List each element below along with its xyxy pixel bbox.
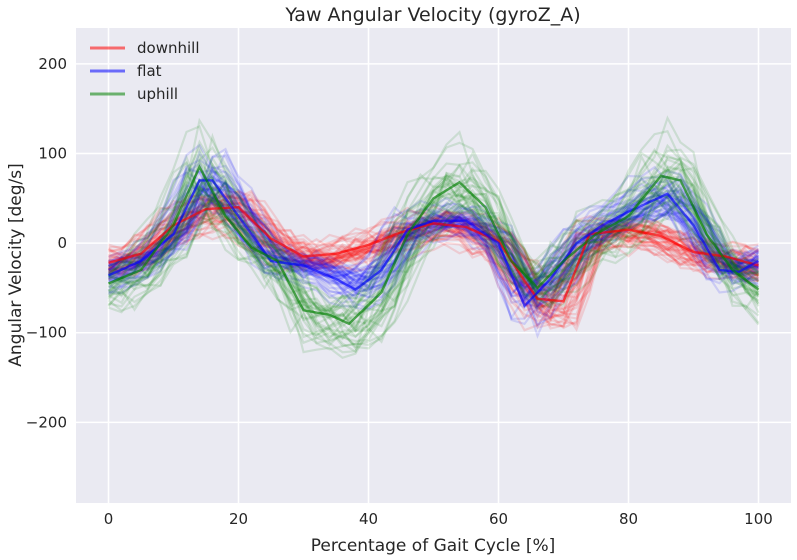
downhill-trial-trace: [108, 215, 759, 292]
downhill-trial-trace: [108, 190, 759, 320]
uphill-trial-trace: [108, 145, 760, 340]
uphill-trial-trace: [107, 139, 759, 322]
uphill-trial-trace: [108, 132, 759, 347]
flat-trial-trace: [108, 165, 759, 303]
flat-trial-trace: [108, 150, 760, 308]
plot-background: [76, 28, 791, 503]
flat-trial-trace: [107, 150, 759, 326]
flat-trial-trace: [108, 178, 760, 308]
legend-label-downhill: downhill: [137, 39, 199, 57]
flat-trial-trace: [107, 177, 760, 295]
flat-trial-trace: [107, 143, 759, 298]
x-tick-label: 40: [359, 510, 378, 528]
x-axis-label: Percentage of Gait Cycle [%]: [311, 536, 556, 556]
uphill-trial-trace: [107, 152, 759, 330]
uphill-trial-trace: [107, 154, 759, 348]
flat-trial-trace: [108, 188, 760, 288]
flat-trial-trace: [108, 179, 760, 295]
flat-trial-trace: [108, 206, 759, 302]
flat-trial-trace: [108, 201, 759, 295]
uphill-trial-trace: [108, 193, 760, 316]
downhill-trial-trace: [107, 195, 760, 308]
x-tick-label: 60: [489, 510, 508, 528]
y-tick-label: −200: [26, 413, 67, 431]
downhill-trial-trace: [108, 226, 759, 303]
uphill-trial-trace: [108, 153, 760, 320]
x-tick-label: 0: [104, 510, 114, 528]
downhill-trial-trace: [108, 212, 759, 308]
downhill-trial-trace: [107, 191, 759, 327]
x-tick-label: 80: [619, 510, 638, 528]
chart-title: Yaw Angular Velocity (gyroZ_A): [284, 4, 580, 26]
downhill-trial-trace: [108, 215, 759, 318]
flat-trial-trace: [108, 189, 759, 303]
flat-trial-trace: [108, 201, 759, 291]
downhill-trial-trace: [108, 215, 760, 290]
uphill-trial-trace: [107, 151, 759, 318]
uphill-trial-trace: [108, 158, 760, 351]
downhill-trial-trace: [108, 224, 760, 310]
uphill-trial-trace: [107, 179, 760, 350]
downhill-trial-trace: [108, 218, 759, 296]
flat-trial-trace: [107, 183, 759, 299]
flat-trial-trace: [108, 181, 759, 319]
downhill-trial-trace: [107, 216, 759, 308]
series-lines: [108, 164, 760, 326]
downhill-trial-trace: [108, 208, 759, 322]
flat-trial-trace: [108, 169, 760, 304]
legend: downhill flat uphill: [90, 39, 199, 103]
legend-label-uphill: uphill: [137, 85, 178, 103]
x-tick-label: 100: [744, 510, 773, 528]
uphill-trial-trace: [108, 185, 760, 345]
downhill-trial-trace: [107, 221, 760, 317]
downhill-trial-trace: [108, 191, 760, 310]
flat-trial-trace: [108, 171, 760, 314]
uphill-line: [108, 164, 760, 326]
downhill-trial-trace: [108, 219, 760, 300]
downhill-trial-trace: [108, 201, 760, 320]
y-tick-label: 200: [38, 55, 67, 73]
uphill-trial-trace: [107, 190, 760, 331]
y-axis-label: Angular Velocity [deg/s]: [6, 163, 26, 367]
uphill-trial-trace: [107, 178, 760, 333]
uphill-trial-trace: [108, 176, 760, 354]
downhill-trial-trace: [108, 201, 760, 304]
downhill-trial-trace: [108, 195, 759, 327]
uphill-trial-trace: [107, 170, 759, 300]
uphill-trial-trace: [108, 161, 759, 351]
uphill-trial-trace: [108, 147, 760, 337]
grid-lines: [76, 28, 791, 503]
flat-trial-trace: [108, 185, 760, 292]
downhill-trial-trace: [108, 207, 760, 312]
x-tick-label: 20: [229, 510, 248, 528]
flat-trial-trace: [108, 200, 760, 286]
legend-label-flat: flat: [137, 62, 162, 80]
y-tick-label: −100: [26, 324, 67, 342]
uphill-trial-trace: [107, 125, 760, 341]
downhill-trial-trace: [108, 193, 760, 329]
flat-trial-trace: [108, 179, 759, 292]
uphill-trial-trace: [107, 166, 760, 313]
y-tick-label: 100: [38, 144, 67, 162]
uphill-trial-trace: [108, 183, 760, 318]
flat-trial-trace: [107, 158, 759, 310]
downhill-trial-trace: [108, 205, 759, 314]
tick-labels: 0 20 40 60 80 100 −200 −100 0 100 200: [26, 55, 773, 528]
uphill-trial-trace: [108, 180, 759, 317]
downhill-trial-trace: [108, 206, 760, 304]
flat-trial-trace: [108, 147, 760, 339]
downhill-trial-trace: [107, 194, 760, 320]
downhill-trial-trace: [108, 196, 759, 298]
y-tick-label: 0: [57, 234, 67, 252]
flat-trial-trace: [107, 182, 760, 307]
uphill-trial-trace: [107, 115, 759, 332]
flat-line: [108, 179, 760, 308]
